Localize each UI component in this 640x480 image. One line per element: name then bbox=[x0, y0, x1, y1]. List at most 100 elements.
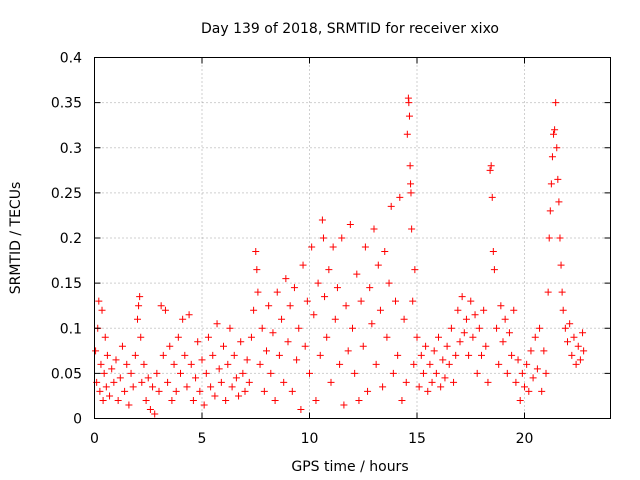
data-point bbox=[525, 387, 533, 395]
data-point bbox=[359, 342, 367, 350]
data-point bbox=[462, 315, 470, 323]
data-point bbox=[473, 369, 481, 377]
data-point bbox=[402, 378, 410, 386]
y-tick-label: 0.15 bbox=[51, 276, 82, 292]
data-point bbox=[475, 324, 483, 332]
data-point bbox=[441, 374, 449, 382]
data-point bbox=[333, 284, 341, 292]
data-point bbox=[235, 392, 243, 400]
data-point bbox=[557, 261, 565, 269]
data-point bbox=[153, 369, 161, 377]
data-point bbox=[303, 297, 311, 305]
data-point bbox=[213, 320, 221, 328]
data-point bbox=[342, 302, 350, 310]
data-point bbox=[374, 261, 382, 269]
data-point bbox=[435, 333, 442, 341]
data-point bbox=[554, 175, 562, 183]
y-tick-label: 0.35 bbox=[51, 96, 82, 112]
data-point bbox=[239, 369, 247, 377]
data-point bbox=[422, 342, 430, 350]
data-point bbox=[542, 369, 550, 377]
data-point bbox=[407, 189, 415, 197]
data-point bbox=[478, 351, 485, 359]
data-point bbox=[194, 338, 202, 346]
y-tick-label: 0 bbox=[73, 412, 82, 428]
data-point bbox=[531, 333, 539, 341]
data-point bbox=[570, 333, 578, 341]
data-point bbox=[499, 338, 507, 346]
data-point bbox=[280, 378, 288, 386]
data-point bbox=[129, 383, 137, 391]
data-point bbox=[407, 180, 415, 188]
y-tick-label: 0.3 bbox=[60, 141, 82, 157]
data-point bbox=[505, 329, 513, 337]
data-point bbox=[288, 387, 296, 395]
data-point bbox=[487, 162, 495, 170]
data-point bbox=[419, 369, 427, 377]
y-tick-label: 0.05 bbox=[51, 366, 82, 382]
data-point bbox=[508, 351, 516, 359]
data-point bbox=[469, 333, 477, 341]
data-point bbox=[417, 351, 425, 359]
data-point bbox=[325, 266, 333, 274]
data-point bbox=[394, 351, 402, 359]
data-point bbox=[215, 365, 223, 373]
data-point bbox=[538, 387, 546, 395]
data-point bbox=[486, 166, 494, 174]
data-point bbox=[338, 234, 346, 242]
data-point bbox=[465, 351, 473, 359]
data-point bbox=[484, 378, 492, 386]
data-point bbox=[321, 293, 329, 301]
data-point bbox=[252, 248, 260, 256]
data-point bbox=[102, 383, 110, 391]
data-point bbox=[396, 193, 404, 201]
data-point bbox=[443, 342, 451, 350]
data-point bbox=[561, 324, 569, 332]
data-point bbox=[222, 396, 230, 404]
y-tick-label: 0.1 bbox=[60, 321, 82, 337]
data-point bbox=[100, 369, 108, 377]
data-point bbox=[424, 387, 432, 395]
data-point bbox=[523, 360, 531, 368]
data-point bbox=[254, 288, 262, 296]
data-point bbox=[514, 356, 522, 364]
data-point bbox=[174, 333, 182, 341]
data-point bbox=[579, 329, 587, 337]
data-point bbox=[458, 293, 466, 301]
data-point bbox=[553, 144, 561, 152]
data-point bbox=[340, 401, 348, 409]
data-point bbox=[413, 333, 421, 341]
data-point bbox=[265, 302, 273, 310]
data-point bbox=[211, 392, 219, 400]
data-point bbox=[192, 374, 200, 382]
data-point bbox=[497, 302, 505, 310]
data-point bbox=[144, 374, 152, 382]
data-point bbox=[426, 360, 434, 368]
data-point bbox=[314, 279, 322, 287]
data-point bbox=[385, 279, 393, 287]
data-point bbox=[576, 356, 584, 364]
data-point bbox=[501, 315, 509, 323]
data-point bbox=[209, 351, 217, 359]
data-point bbox=[269, 329, 277, 337]
data-point bbox=[245, 378, 253, 386]
data-point bbox=[381, 248, 389, 256]
data-point bbox=[452, 351, 460, 359]
data-point bbox=[344, 347, 352, 355]
data-point bbox=[275, 351, 283, 359]
data-point bbox=[454, 306, 462, 314]
data-point bbox=[405, 99, 413, 107]
data-point bbox=[471, 311, 479, 319]
data-point bbox=[217, 378, 225, 386]
data-point bbox=[383, 333, 391, 341]
data-point bbox=[572, 360, 580, 368]
data-point bbox=[97, 360, 105, 368]
data-point bbox=[437, 383, 445, 391]
data-point bbox=[166, 342, 174, 350]
data-point bbox=[336, 360, 344, 368]
data-point bbox=[121, 387, 129, 395]
data-point bbox=[185, 311, 193, 319]
data-point bbox=[138, 378, 146, 386]
data-point bbox=[379, 383, 387, 391]
data-point bbox=[200, 401, 208, 409]
